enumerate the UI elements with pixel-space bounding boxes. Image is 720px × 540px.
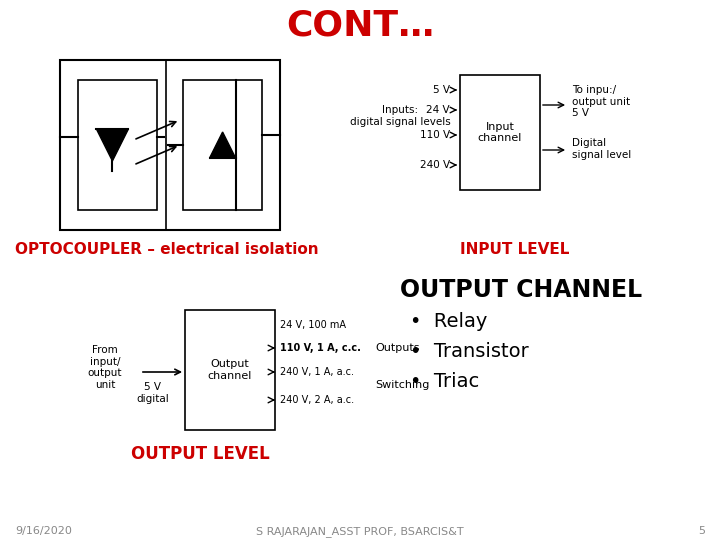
Bar: [183, 80, 262, 210]
Text: From
input/
output
unit: From input/ output unit: [88, 345, 122, 390]
Text: 5 V: 5 V: [433, 85, 450, 95]
Text: CONT…: CONT…: [286, 8, 434, 42]
Text: Input
channel: Input channel: [478, 122, 522, 143]
Text: OPTOCOUPLER – electrical isolation: OPTOCOUPLER – electrical isolation: [15, 242, 319, 257]
Text: INPUT LEVEL: INPUT LEVEL: [460, 242, 570, 257]
Bar: [460, 75, 540, 190]
Polygon shape: [96, 129, 128, 161]
Text: 24 V: 24 V: [426, 105, 450, 115]
Text: Digital
signal level: Digital signal level: [572, 138, 631, 160]
Text: 240 V: 240 V: [420, 160, 450, 170]
Text: 110 V, 1 A, c.c.: 110 V, 1 A, c.c.: [280, 343, 361, 353]
Text: •  Triac: • Triac: [410, 372, 480, 391]
Text: 5 V
digital: 5 V digital: [137, 382, 169, 403]
Text: Outputs: Outputs: [375, 343, 420, 353]
Bar: [78, 80, 157, 210]
Text: 5: 5: [698, 526, 705, 536]
Text: Inputs:
digital signal levels: Inputs: digital signal levels: [350, 105, 451, 126]
Text: OUTPUT LEVEL: OUTPUT LEVEL: [130, 445, 269, 463]
Text: Switching: Switching: [375, 380, 429, 390]
Text: •  Relay: • Relay: [410, 312, 487, 331]
Bar: [60, 60, 280, 230]
Text: 9/16/2020: 9/16/2020: [15, 526, 72, 536]
Text: Output
channel: Output channel: [208, 359, 252, 381]
Text: 240 V, 1 A, a.c.: 240 V, 1 A, a.c.: [280, 367, 354, 377]
Text: S RAJARAJAN_ASST PROF, BSARCIS&T: S RAJARAJAN_ASST PROF, BSARCIS&T: [256, 526, 464, 537]
Bar: [185, 310, 275, 430]
Text: OUTPUT CHANNEL: OUTPUT CHANNEL: [400, 278, 642, 302]
Text: 110 V: 110 V: [420, 130, 450, 140]
Polygon shape: [210, 132, 235, 158]
Text: To inpu:/
output unit
5 V: To inpu:/ output unit 5 V: [572, 85, 630, 118]
Text: •  Transistor: • Transistor: [410, 342, 528, 361]
Text: 24 V, 100 mA: 24 V, 100 mA: [280, 320, 346, 330]
Text: 240 V, 2 A, a.c.: 240 V, 2 A, a.c.: [280, 395, 354, 405]
